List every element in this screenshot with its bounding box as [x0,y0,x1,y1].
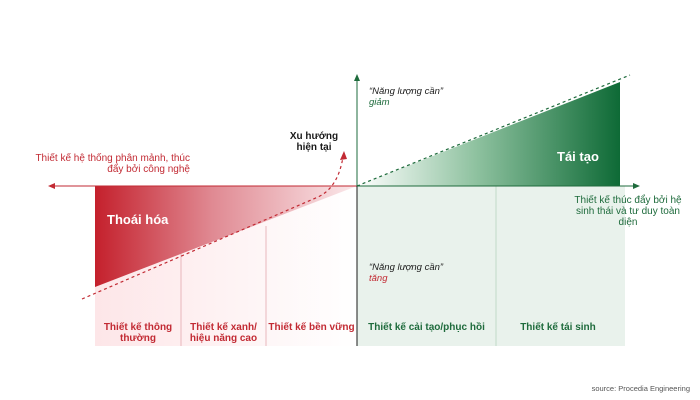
current-trend-label: Xu hướng hiện tại [289,131,339,154]
up-arrowhead [354,74,360,81]
green-background-band [357,186,625,346]
fragmented-design-label: Thiết kế hệ thống phân mảnh, thúc đẩy bở… [35,153,190,176]
left-arrowhead [48,183,55,189]
trend-arrowhead [340,151,347,160]
stage-regenerative: Thiết kế tái sinh [520,322,596,333]
stage-conventional: Thiết kế thông thường [103,322,173,345]
energy-decrease-label: giảm [369,97,390,108]
regenerative-triangle [357,82,620,186]
right-arrowhead [633,183,640,189]
stage-restorative: Thiết kế cải tạo/phục hồi [368,322,485,333]
ecosystem-design-label: Thiết kế thúc đẩy bởi hệ sinh thái và tư… [574,195,682,229]
current-trend-line [81,156,344,300]
regenerative-trend-line [356,74,631,187]
stage-sustainable: Thiết kế bền vững [268,322,355,333]
energy-needed-top: “Năng lượng cần” [369,86,444,97]
energy-increase-label: tăng [369,273,388,284]
source-note: source: Procedia Engineering [591,384,690,393]
energy-needed-bottom: “Năng lượng cần” [369,262,444,273]
stage-green-high-performance: Thiết kế xanh/ hiệu năng cao [189,322,258,345]
degenerative-label: Thoái hóa [107,212,169,227]
regenerative-label: Tái tạo [557,149,599,164]
